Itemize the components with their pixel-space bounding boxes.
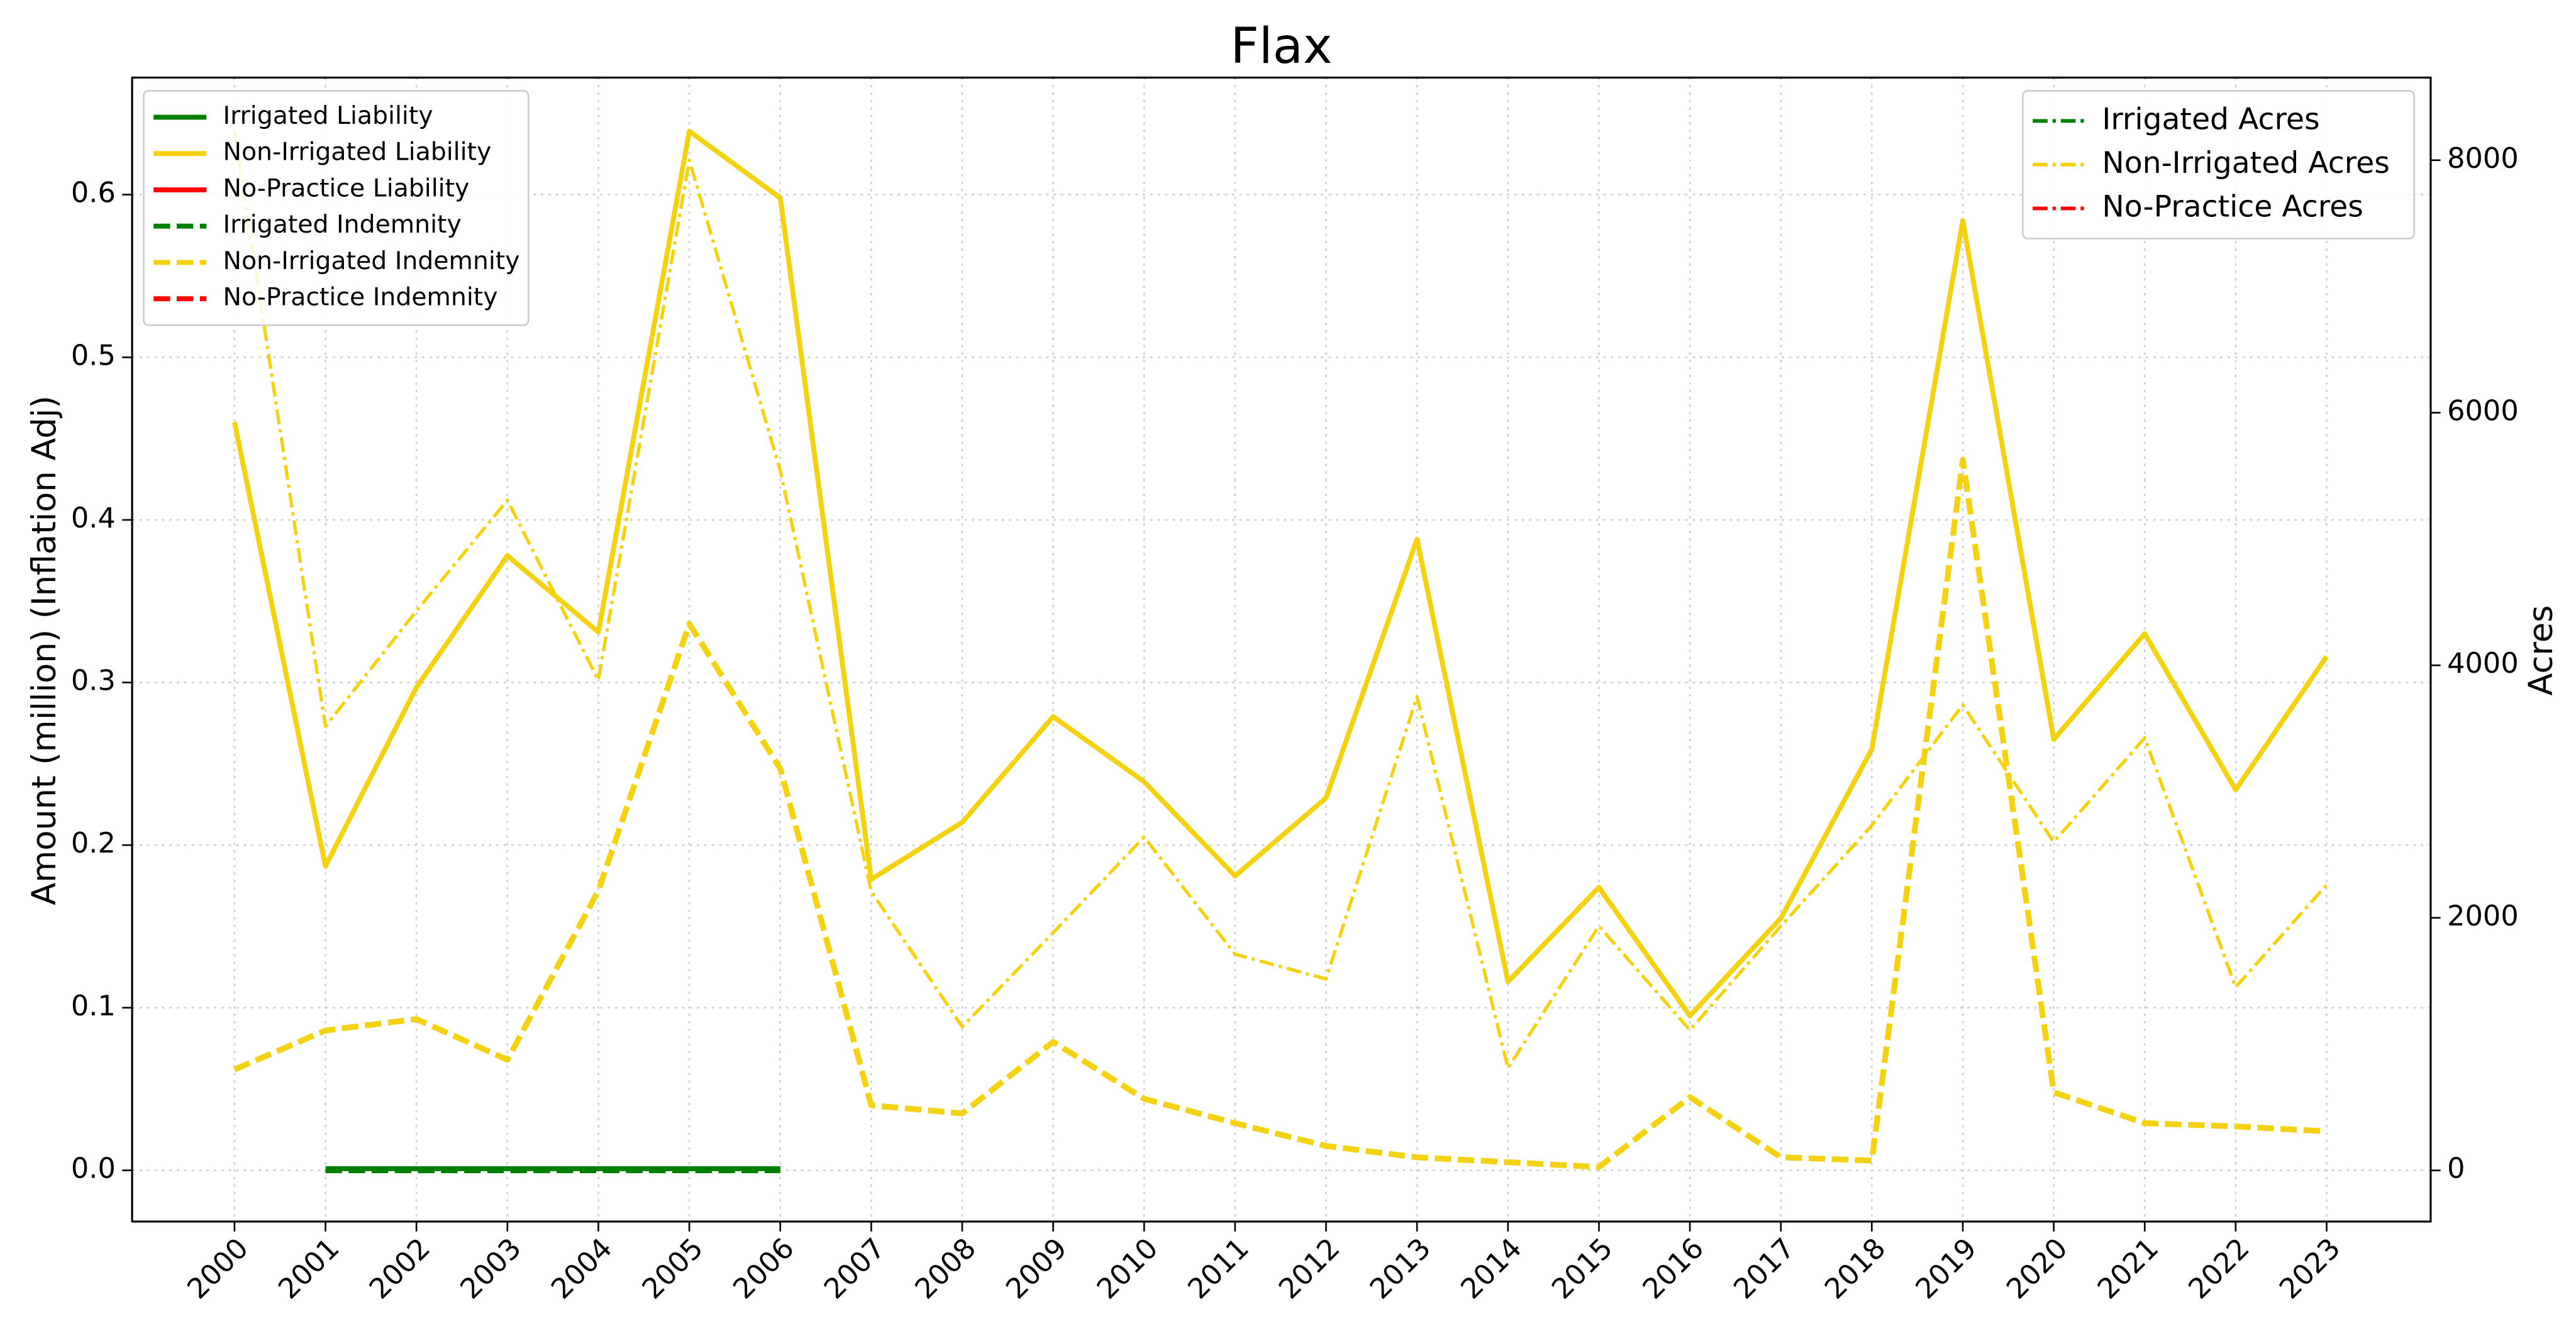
- legend: Irrigated Acres Non-Irrigated Acres No-Pra…: [2022, 90, 2415, 240]
- y-tick-label: 0.0: [71, 1152, 116, 1185]
- legend: Irrigated Liability Non-Irrigated Liabili…: [143, 90, 530, 326]
- y-axis-label: Amount (million) (Inflation Adj): [25, 395, 64, 905]
- series-line: [232, 128, 2329, 1019]
- y2-tick-label: 2000: [2447, 900, 2519, 932]
- y2-tick-label: 0: [2447, 1152, 2465, 1185]
- y2-tick-label: 6000: [2447, 394, 2519, 427]
- legend-label: Non-Irrigated Acres: [2102, 146, 2389, 180]
- legend-label: Irrigated Acres: [2102, 102, 2319, 136]
- y2-tick-label: 8000: [2447, 142, 2519, 175]
- y-tick-label: 0.3: [71, 665, 116, 697]
- y2-tick-label: 4000: [2447, 647, 2519, 680]
- legend-label: Irrigated Liability: [223, 101, 433, 130]
- legend-label: Non-Irrigated Liability: [223, 138, 492, 167]
- series-line: [233, 456, 2327, 1170]
- y-tick-label: 0.4: [71, 502, 116, 534]
- y2-axis-label: Acres: [2522, 605, 2560, 695]
- legend-label: No-Practice Indemnity: [223, 283, 498, 312]
- legend-label: No-Practice Liability: [223, 174, 470, 202]
- legend-box: [2022, 90, 2415, 240]
- plot-frame: [131, 76, 2432, 1223]
- legend-box: [143, 90, 530, 326]
- y-tick-label: 0.6: [71, 177, 116, 209]
- legend-label: Non-Irrigated Indemnity: [223, 246, 520, 275]
- y-tick-label: 0.5: [71, 339, 116, 372]
- y-tick-label: 0.1: [71, 990, 116, 1022]
- legend-label: Irrigated Indemnity: [223, 210, 462, 239]
- series-line: [233, 131, 2328, 1070]
- chart-title: Flax: [1230, 17, 1332, 75]
- legend-label: No-Practice Acres: [2102, 189, 2363, 224]
- y-tick-label: 0.2: [71, 827, 116, 859]
